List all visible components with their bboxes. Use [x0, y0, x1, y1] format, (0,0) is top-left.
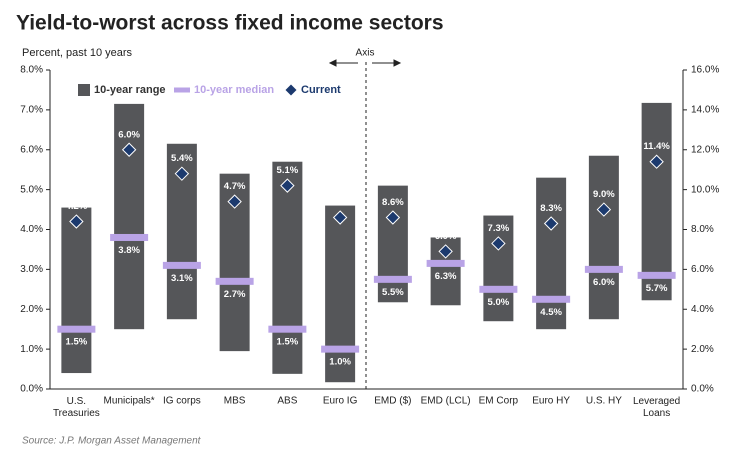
current-label: 6.9%	[435, 231, 457, 242]
current-label: 4.3%	[329, 197, 351, 208]
axis-annotation: Axis	[356, 48, 375, 59]
y2-tick-label: 0.0%	[691, 384, 714, 395]
current-marker	[227, 194, 242, 209]
y-tick-label: 2.0%	[20, 304, 43, 315]
x-tick-label: U.S. HY	[586, 396, 622, 407]
x-tick-label: IG corps	[163, 396, 201, 407]
median-label: 5.5%	[382, 287, 404, 298]
current-marker	[332, 210, 348, 225]
median-label: 5.0%	[488, 297, 510, 308]
current-label: 8.6%	[382, 197, 404, 208]
median-marker	[268, 325, 307, 333]
median-label: 6.0%	[593, 277, 615, 288]
current-marker	[438, 244, 453, 259]
median-marker	[110, 233, 149, 241]
current-label: 9.0%	[593, 189, 615, 200]
legend-swatch	[285, 84, 297, 96]
current-marker	[649, 154, 664, 169]
median-marker	[373, 275, 412, 283]
median-marker	[479, 285, 518, 293]
y2-tick-label: 12.0%	[691, 144, 719, 155]
x-tick-label: Leveraged Loans	[633, 396, 680, 419]
y2-tick-label: 16.0%	[691, 65, 719, 76]
y-tick-label: 0.0%	[20, 384, 43, 395]
y2-tick-label: 8.0%	[691, 224, 714, 235]
source: Source: J.P. Morgan Asset Management	[22, 436, 202, 447]
x-tick-label: EMD ($)	[374, 396, 411, 407]
current-marker	[280, 178, 295, 193]
range-bar	[588, 155, 619, 320]
median-label: 3.1%	[171, 273, 193, 284]
median-label: 1.0%	[329, 357, 351, 368]
median-marker	[57, 325, 96, 333]
y-tick-label: 1.0%	[20, 344, 43, 355]
chart-subtitle: Percent, past 10 years	[22, 47, 133, 59]
current-marker	[596, 202, 612, 217]
legend-label: 10-year median	[194, 84, 274, 96]
current-label: 4.2%	[66, 201, 88, 212]
range-bar	[114, 103, 145, 330]
median-label: 1.5%	[66, 337, 88, 348]
legend-swatch	[78, 84, 90, 96]
y-tick-label: 3.0%	[20, 264, 43, 275]
median-marker	[637, 271, 676, 279]
x-tick-label: MBS	[224, 396, 246, 407]
legend-label: 10-year range	[94, 84, 166, 96]
median-label: 3.8%	[118, 245, 140, 256]
median-marker	[532, 295, 571, 303]
median-marker	[215, 277, 254, 285]
y2-tick-label: 14.0%	[691, 105, 719, 116]
current-marker	[69, 214, 84, 229]
x-tick-label: EMD (LCL)	[421, 396, 471, 407]
current-label: 11.4%	[643, 141, 670, 152]
x-tick-label: Euro IG	[323, 396, 358, 407]
x-tick-label: U.S. Treasuries	[53, 396, 100, 419]
x-tick-label: Municipals*	[104, 396, 155, 407]
y-tick-label: 7.0%	[20, 105, 43, 116]
y-tick-label: 4.0%	[20, 224, 43, 235]
y2-tick-label: 2.0%	[691, 344, 714, 355]
legend-label: Current	[301, 84, 341, 96]
range-bar	[483, 215, 514, 322]
legend-swatch	[174, 87, 190, 93]
median-label: 6.3%	[435, 271, 457, 282]
x-tick-label: Euro HY	[532, 396, 570, 407]
median-label: 2.7%	[224, 289, 246, 300]
current-marker	[121, 142, 137, 157]
range-bar	[641, 102, 672, 301]
y-tick-label: 5.0%	[20, 184, 43, 195]
y2-tick-label: 6.0%	[691, 264, 714, 275]
current-label: 8.3%	[540, 203, 562, 214]
current-marker	[543, 216, 559, 231]
median-marker	[584, 265, 623, 273]
current-label: 5.1%	[277, 165, 299, 176]
current-label: 5.4%	[171, 153, 193, 164]
range-bar	[536, 177, 567, 330]
current-marker	[491, 236, 506, 251]
x-tick-label: EM Corp	[479, 396, 519, 407]
median-label: 1.5%	[277, 337, 299, 348]
y-tick-label: 6.0%	[20, 144, 43, 155]
range-bar	[325, 205, 356, 383]
range-bar	[272, 161, 303, 374]
y2-tick-label: 10.0%	[691, 184, 719, 195]
axis-arrows	[328, 59, 402, 67]
range-bar	[61, 207, 92, 374]
median-marker	[426, 259, 465, 267]
chart-title: Yield-to-worst across fixed income secto…	[16, 12, 444, 35]
current-label: 6.0%	[118, 129, 140, 140]
median-label: 5.7%	[646, 283, 668, 294]
y2-tick-label: 4.0%	[691, 304, 714, 315]
current-marker	[385, 210, 401, 225]
current-label: 4.7%	[224, 181, 246, 192]
median-label: 4.5%	[540, 307, 562, 318]
median-marker	[321, 345, 360, 353]
x-tick-label: ABS	[277, 396, 297, 407]
median-marker	[162, 261, 201, 269]
current-label: 7.3%	[488, 223, 510, 234]
current-marker	[174, 166, 190, 181]
y-tick-label: 8.0%	[20, 65, 43, 76]
